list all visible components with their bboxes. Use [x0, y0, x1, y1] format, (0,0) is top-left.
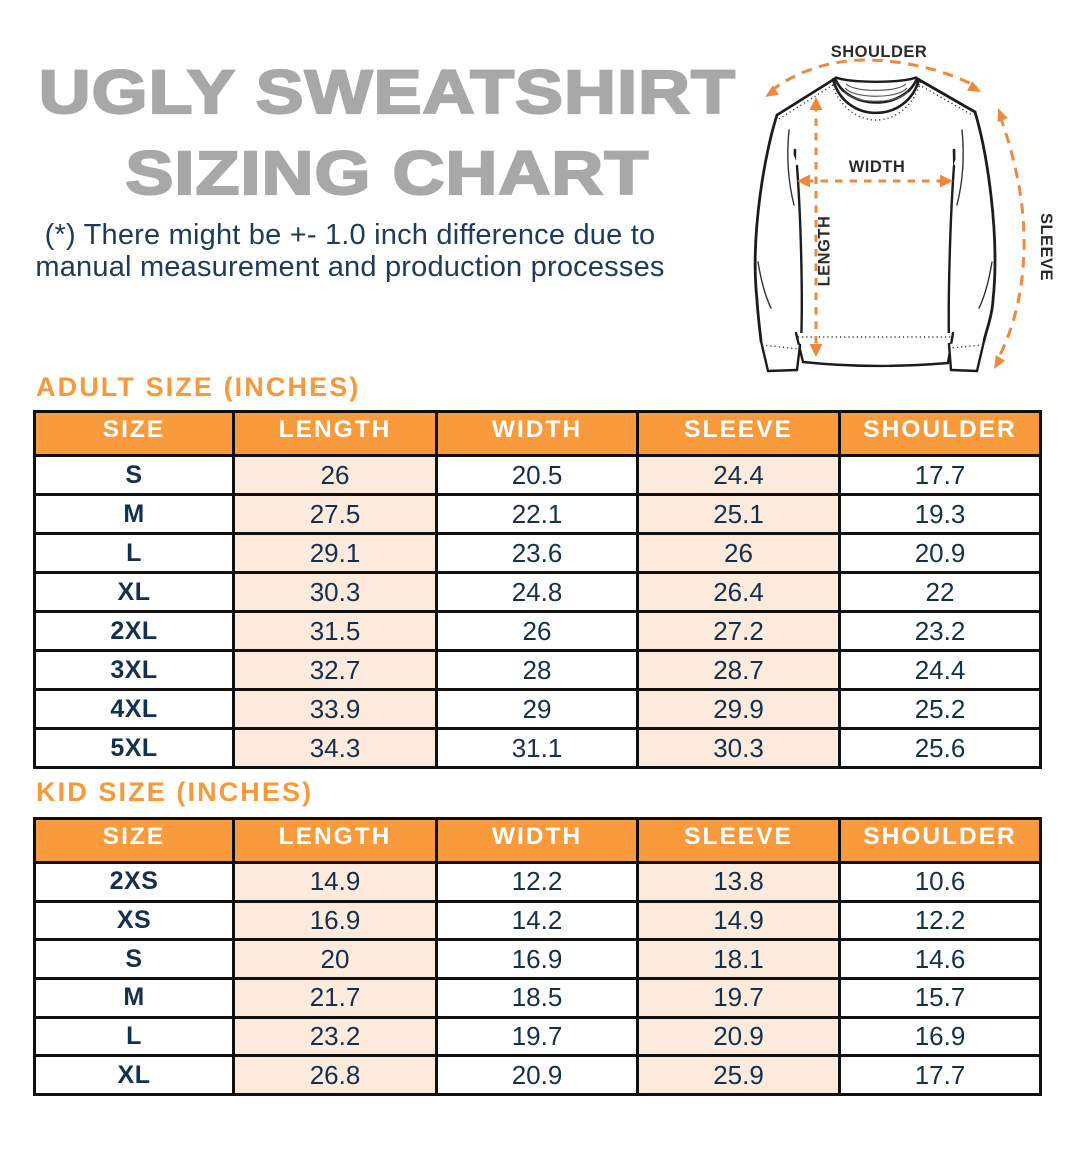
svg-text:SHOULDER: SHOULDER — [831, 43, 928, 61]
svg-text:SLEEVE: SLEEVE — [1037, 213, 1055, 281]
svg-text:LENGTH: LENGTH — [816, 216, 834, 287]
svg-text:WIDTH: WIDTH — [849, 158, 906, 176]
